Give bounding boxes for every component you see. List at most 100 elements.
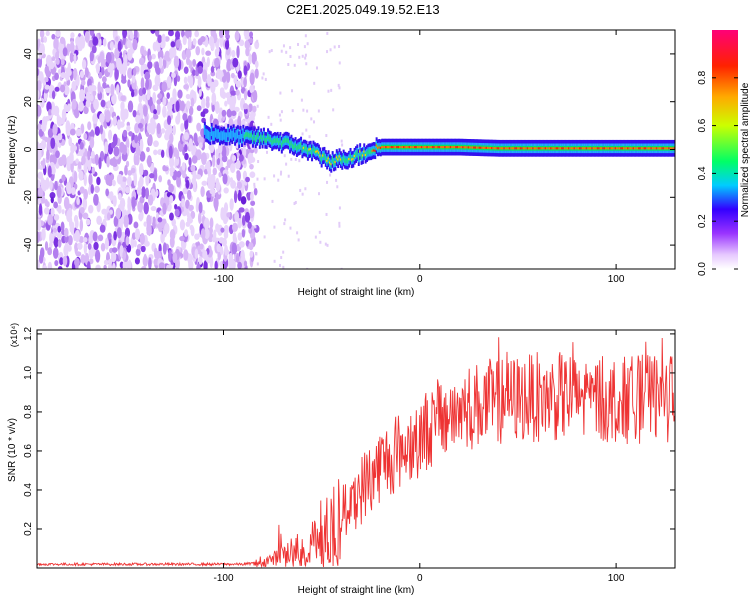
spectrogram-noise-cell [46,149,50,161]
spectrogram-noise-cell [197,212,202,224]
top-y-tick-label: 20 [23,96,34,108]
ridge-inner-cell [245,132,248,138]
spectrogram-sparse-cell [305,62,308,66]
spectrogram-noise-cell [218,143,223,154]
spectrogram-noise-cell [69,51,74,63]
spectrogram-noise-cell [79,70,85,79]
spectrogram-noise-cell [47,247,53,256]
spectrogram-noise-cell [110,83,115,97]
spectrogram-sparse-cell [306,42,309,46]
spectrogram-noise-cell [103,264,107,269]
spectrogram-noise-cell [218,30,224,38]
spectrogram-noise-cell [248,53,253,65]
ridge-inner-cell [301,147,304,153]
ridge-core-cell [495,147,498,150]
spectrogram-noise-cell [67,62,71,75]
spectrogram-noise-cell [212,155,216,168]
spectrogram-noise-cell [209,188,216,195]
spectrogram-noise-cell [126,125,131,132]
ridge-inner-cell [295,146,298,151]
ridge-core-cell [632,147,635,150]
spectrogram-noise-cell [172,252,178,264]
spectrogram-noise-cell [135,248,141,257]
spectrogram-noise-cell [85,99,91,108]
ridge-inner-cell [360,154,363,159]
ridge-core-cell [631,147,634,150]
ridge-core-cell [514,147,517,150]
ridge-core-cell [423,146,426,149]
spectrogram-noise-cell [69,128,76,136]
spectrogram-noise-cell [194,248,199,259]
spectrogram-noise-cell [133,30,138,40]
spectrogram-noise-cell [42,264,48,269]
spectrogram-noise-cell [87,149,91,161]
spectrogram-noise-cell [190,210,196,220]
spectrogram-noise-cell [221,145,227,159]
spectrogram-noise-cell [93,199,99,206]
spectrogram-noise-cell [166,92,170,100]
ridge-inner-cell [298,144,301,150]
spectrogram-noise-cell [186,215,192,224]
spectrogram-sparse-cell [279,264,282,268]
ridge-inner-cell [320,156,323,162]
spectrogram-noise-cell [106,212,111,221]
spectrogram-noise-cell [126,243,132,253]
spectrogram-sparse-cell [305,128,308,132]
spectrogram-noise-cell [237,189,242,202]
spectrogram-sparse-cell [268,50,271,54]
spectrogram-noise-cell [63,196,70,210]
spectrogram-noise-cell [133,175,137,187]
ridge-core-cell [448,146,451,149]
ridge-mid-cell [228,132,231,142]
ridge-mid-cell [227,127,230,138]
spectrogram-noise-cell [250,191,254,202]
ridge-core-cell [616,147,619,150]
spectrogram-noise-cell [127,100,134,113]
spectrogram-noise-cell [246,192,251,201]
spectrogram-noise-cell [109,191,114,201]
spectrogram-noise-cell [81,59,87,70]
spectrogram-noise-cell [146,229,152,236]
spectrogram-noise-cell [236,45,240,59]
ridge-core-cell [473,146,476,149]
spectrogram-noise-cell [55,150,60,159]
spectrogram-noise-cell [122,260,128,269]
spectrogram-noise-cell [92,36,99,47]
spectrogram-noise-cell [230,180,237,189]
spectrogram-noise-cell [120,181,126,189]
spectrogram-noise-cell [223,202,229,214]
spectrogram-noise-cell [138,108,144,114]
spectrogram-noise-cell [77,161,82,170]
spectrogram-noise-cell [54,259,59,267]
ridge-mid-cell [218,132,221,142]
ridge-core-cell [482,146,485,149]
spectrogram-sparse-cell [304,56,307,60]
spectrogram-noise-cell [101,76,107,83]
spectrogram-noise-cell [110,251,117,263]
ridge-core-cell [431,146,434,149]
ridge-inner-cell [300,142,303,148]
spectrogram-noise-cell [122,250,127,261]
ridge-core-cell [529,147,532,150]
spectrogram-noise-cell [76,74,80,87]
spectrogram-noise-cell [226,108,233,118]
bottom-plot-frame [36,329,676,569]
spectrogram-noise-cell [86,261,91,269]
ridge-core-cell [540,147,543,150]
spectrogram-sparse-cell [271,199,274,203]
spectrogram-cells [37,30,675,269]
ridge-core-cell [394,146,397,149]
spectrogram-noise-cell [54,72,59,81]
spectrogram-noise-cell [37,123,42,131]
ridge-core-cell [412,146,415,149]
spectrogram-noise-cell [79,88,86,102]
spectrogram-noise-cell [67,156,74,164]
ridge-core-cell [462,146,465,149]
spectrogram-noise-cell [152,41,158,52]
spectrogram-noise-cell [102,82,107,89]
spectrogram-noise-cell [167,109,173,116]
spectrogram-noise-cell [44,115,50,122]
ridge-core-cell [484,146,487,149]
spectrogram-sparse-cell [261,76,264,80]
ridge-highlight-cell [339,158,342,161]
